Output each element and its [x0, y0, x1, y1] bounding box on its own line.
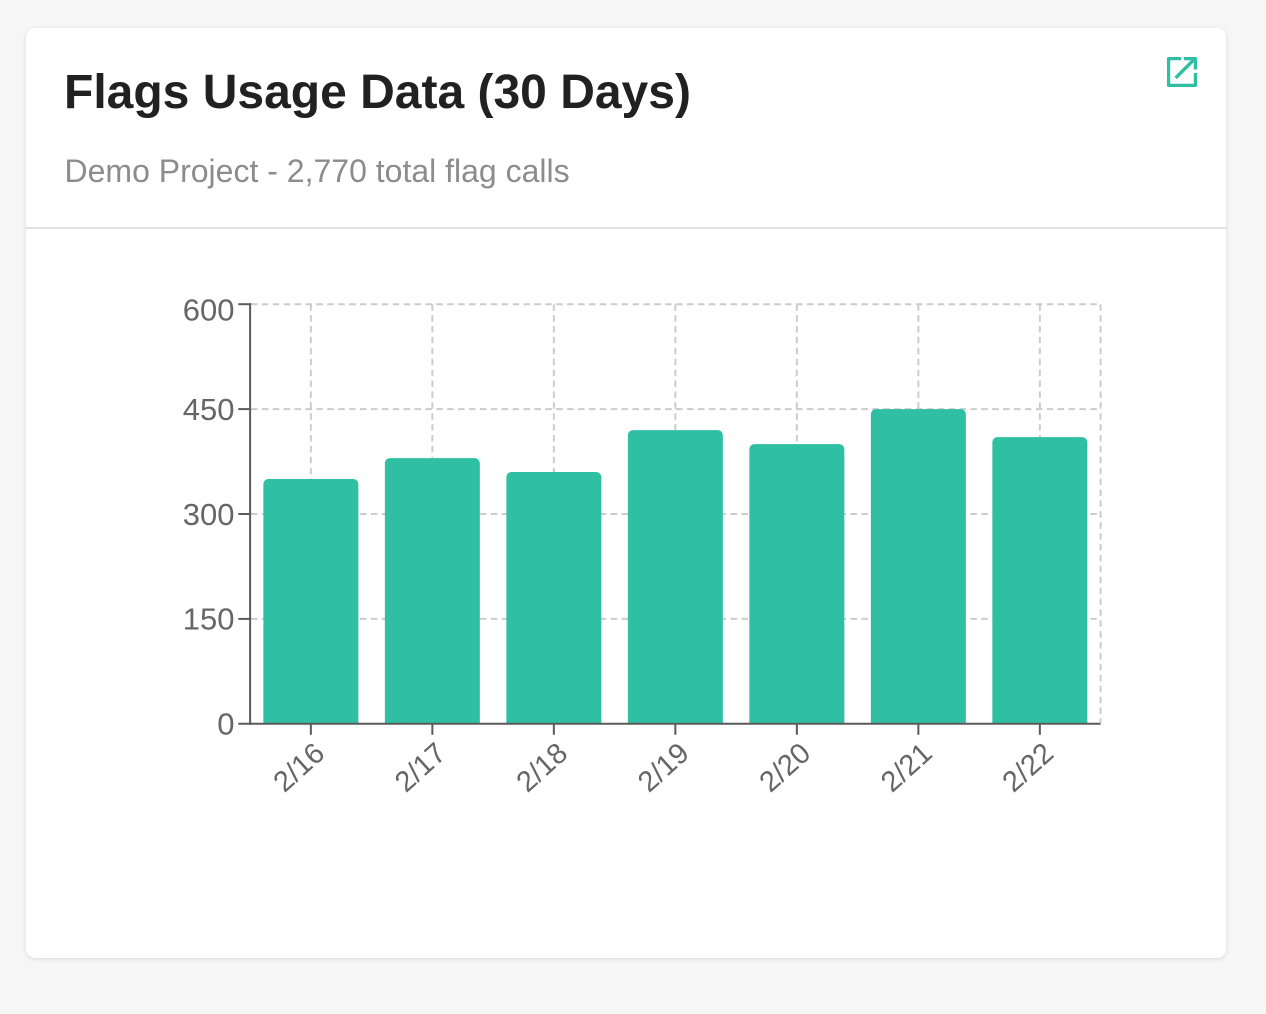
svg-text:300: 300 — [183, 497, 235, 532]
svg-text:2/16: 2/16 — [268, 737, 331, 799]
svg-text:2/18: 2/18 — [511, 737, 574, 799]
svg-text:600: 600 — [183, 293, 235, 328]
svg-text:2/17: 2/17 — [389, 737, 452, 799]
svg-text:2/21: 2/21 — [875, 737, 938, 799]
svg-text:0: 0 — [217, 707, 234, 742]
svg-text:2/22: 2/22 — [997, 737, 1060, 799]
svg-text:2/20: 2/20 — [754, 737, 817, 799]
svg-text:450: 450 — [183, 392, 235, 427]
svg-text:2/19: 2/19 — [632, 737, 695, 799]
svg-text:150: 150 — [183, 602, 235, 637]
